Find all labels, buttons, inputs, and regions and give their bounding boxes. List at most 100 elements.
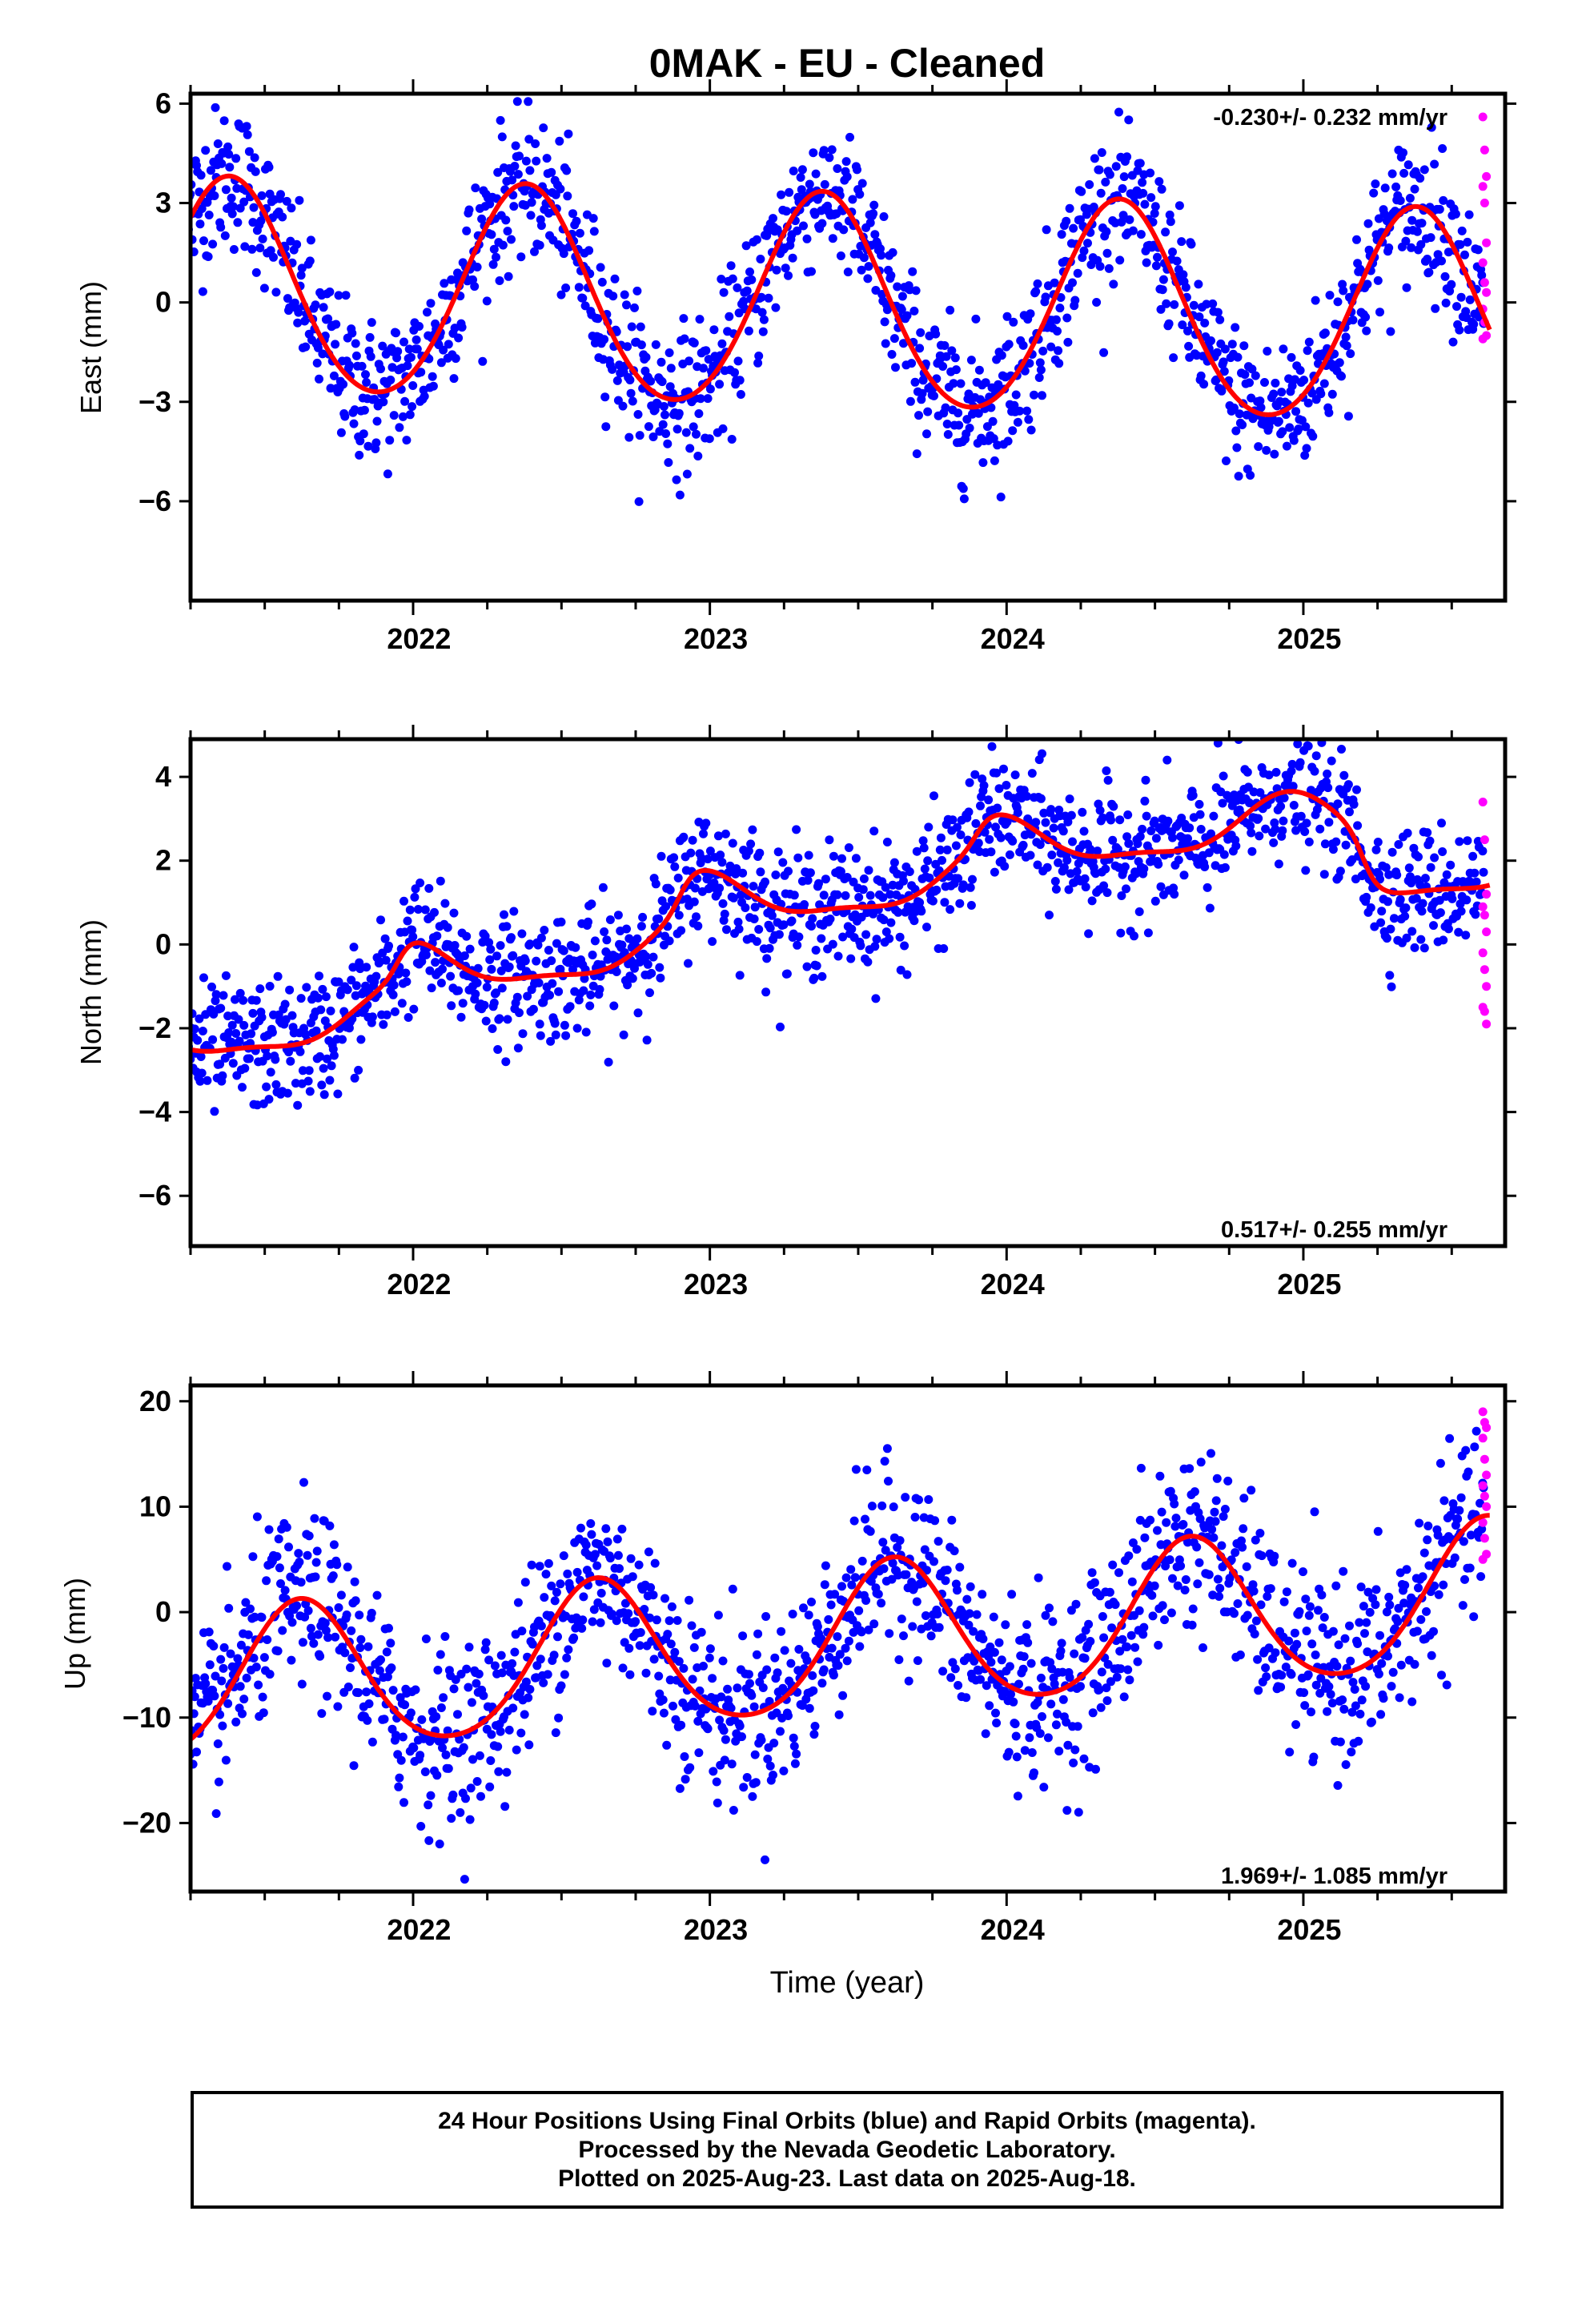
east-final-point <box>693 452 703 460</box>
north-final-point <box>381 955 391 965</box>
north-final-point <box>551 1030 560 1039</box>
north-final-point <box>1430 853 1439 862</box>
east-final-point <box>325 287 335 296</box>
east-final-point <box>1038 391 1046 400</box>
north-final-point <box>1289 801 1299 810</box>
east-final-point <box>1465 295 1475 304</box>
up-final-point <box>728 1584 737 1594</box>
north-final-point <box>1156 882 1166 891</box>
up-rate-label: 1.969+/- 1.085 mm/yr <box>1221 1864 1447 1889</box>
north-final-point <box>744 846 753 856</box>
north-final-point <box>1102 766 1111 775</box>
up-final-point <box>191 1692 199 1702</box>
up-final-point <box>833 1632 842 1642</box>
east-final-point <box>696 394 705 404</box>
up-final-point <box>1423 1522 1433 1530</box>
north-final-point <box>207 982 216 991</box>
east-final-point <box>1119 172 1129 182</box>
up-final-point <box>1243 1610 1252 1620</box>
up-final-point <box>687 1621 697 1630</box>
up-final-point <box>899 1631 908 1641</box>
east-final-point <box>372 416 382 426</box>
north-final-point <box>486 944 496 954</box>
east-final-point <box>1395 196 1405 205</box>
north-final-point <box>1000 862 1010 871</box>
up-final-point <box>1054 1747 1064 1756</box>
up-final-point <box>862 1466 872 1474</box>
north-final-point <box>807 922 816 931</box>
north-final-point <box>1370 922 1379 931</box>
up-final-point <box>677 1720 686 1730</box>
up-final-point <box>342 1610 351 1619</box>
up-final-point <box>532 1661 542 1671</box>
east-final-point <box>859 253 869 263</box>
up-final-point <box>636 1628 645 1637</box>
east-final-point <box>1053 327 1062 336</box>
up-final-point <box>749 1702 759 1711</box>
up-final-point <box>1107 1623 1117 1633</box>
up-final-point <box>663 1630 673 1639</box>
up-final-point <box>894 1655 904 1664</box>
north-final-point <box>362 963 371 972</box>
up-final-point <box>265 1670 275 1679</box>
east-final-point <box>1337 372 1346 381</box>
north-final-point <box>199 973 208 983</box>
north-final-point <box>1185 823 1195 833</box>
up-final-point <box>1318 1623 1327 1633</box>
east-final-point <box>1094 165 1104 175</box>
up-final-point <box>394 1782 404 1791</box>
north-final-point <box>703 854 713 864</box>
north-final-point <box>865 891 875 900</box>
up-final-point <box>174 1733 183 1742</box>
east-final-point <box>853 165 861 175</box>
east-final-point <box>1448 337 1458 347</box>
east-final-point <box>897 305 906 315</box>
north-final-point <box>520 956 530 966</box>
up-final-point <box>1045 1603 1054 1613</box>
north-final-point <box>1117 891 1126 900</box>
up-final-point <box>1086 1637 1095 1646</box>
east-final-point <box>1170 300 1179 309</box>
north-final-point <box>872 935 881 944</box>
up-final-point <box>1161 1562 1170 1570</box>
north-final-point <box>749 882 758 891</box>
up-y-tick-label: 10 <box>139 1490 171 1522</box>
up-final-point <box>436 1703 446 1712</box>
up-final-point <box>1096 1703 1106 1712</box>
up-final-point <box>921 1611 930 1620</box>
north-final-point <box>1366 903 1375 912</box>
up-final-point <box>280 1586 290 1595</box>
north-final-point <box>1319 870 1329 879</box>
east-final-point <box>1109 279 1118 289</box>
north-final-point <box>854 893 864 902</box>
up-final-point <box>355 1610 364 1620</box>
up-final-point <box>1302 1626 1311 1636</box>
east-final-point <box>385 436 395 445</box>
north-final-point <box>271 1055 280 1064</box>
up-final-point <box>1357 1695 1367 1705</box>
up-final-point <box>1376 1710 1386 1719</box>
up-final-point <box>556 1579 565 1589</box>
up-final-point <box>737 1732 746 1742</box>
north-x-tick-label: 2023 <box>684 1268 748 1301</box>
north-final-point <box>171 1008 180 1017</box>
up-final-point <box>556 1681 566 1691</box>
up-final-point <box>624 1643 634 1653</box>
east-final-point <box>1111 162 1121 171</box>
north-final-point <box>734 924 744 934</box>
north-final-point <box>1243 767 1252 777</box>
up-final-point <box>441 1750 451 1759</box>
east-final-point <box>1125 215 1134 224</box>
up-final-point <box>551 1728 560 1738</box>
up-final-point <box>708 1674 717 1683</box>
east-final-point <box>1122 152 1132 162</box>
east-final-point <box>699 364 708 373</box>
east-final-point <box>664 458 673 467</box>
east-final-point <box>608 292 618 301</box>
up-final-point <box>592 1561 602 1570</box>
east-final-point <box>665 348 674 357</box>
east-final-point <box>1270 449 1279 459</box>
up-final-point <box>723 1684 733 1694</box>
up-final-point <box>1247 1486 1256 1495</box>
